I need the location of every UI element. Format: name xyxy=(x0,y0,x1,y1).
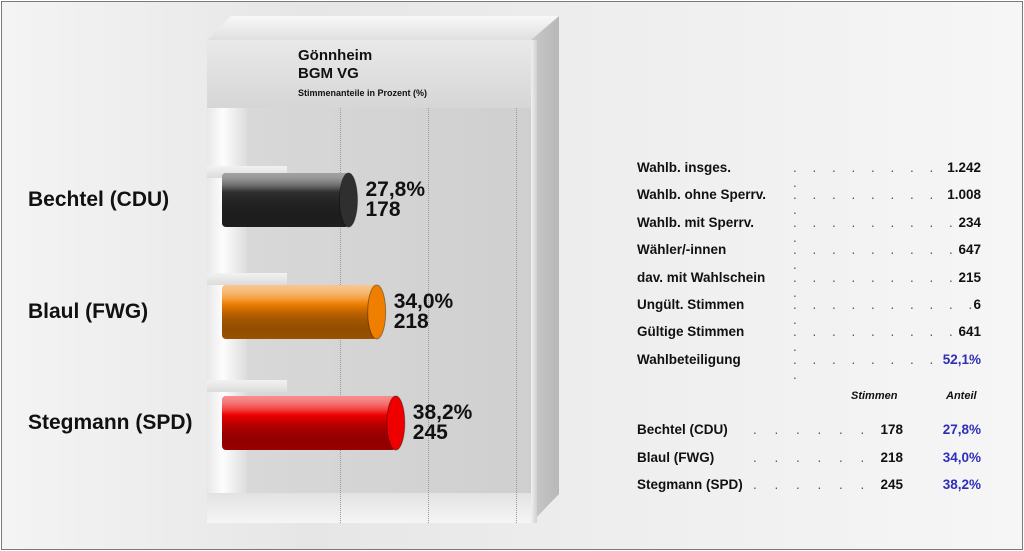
candidate-name: Blaul (FWG) xyxy=(637,450,715,465)
chart-box-top xyxy=(207,16,559,40)
votes-label: 245 xyxy=(412,421,448,444)
stats-label: Ungült. Stimmen xyxy=(637,296,745,312)
stats-row: Gültige Stimmen . . . . . . . . . . . 641 xyxy=(637,320,981,354)
leader-dots: . . . . . . . . . . . xyxy=(793,214,979,245)
category-label: Stegmann (SPD) xyxy=(28,411,193,434)
candidate-votes: 245 xyxy=(880,477,903,492)
stats-row: Wahlb. insges. . . . . . . . . . . . 1.242 xyxy=(637,156,981,190)
stats-label: dav. mit Wahlschein xyxy=(637,269,766,285)
bar-cap-1 xyxy=(367,284,387,340)
leader-dots: . . . . . . . . . . . xyxy=(793,242,979,273)
stats-row: Wahlb. ohne Sperrv. . . . . . . . . . . .… xyxy=(637,183,981,217)
chart-box-edge xyxy=(531,40,537,523)
stats-label: Wahlb. ohne Sperrv. xyxy=(637,187,767,203)
bar-cap-0 xyxy=(338,172,358,228)
results-row: Stegmann (SPD) . . . . . . 245 38,2% xyxy=(637,477,981,504)
candidate-votes: 218 xyxy=(880,450,903,465)
results-row: Blaul (FWG) . . . . . . 218 34,0% xyxy=(637,450,981,477)
stats-value: 1.242 xyxy=(947,160,981,175)
candidate-share: 34,0% xyxy=(942,450,981,465)
leader-dots: . . . . . . . . . . . xyxy=(793,296,979,327)
stats-value: 52,1% xyxy=(942,351,981,367)
stats-label: Wahlb. mit Sperrv. xyxy=(637,214,755,230)
leader-dots: . . . . . . xyxy=(753,422,872,437)
leader-dots: . . . . . . . . . . . xyxy=(793,269,979,300)
stats-value: 234 xyxy=(958,214,981,230)
chart-title-line2: BGM VG xyxy=(298,65,359,82)
bar-shading-0 xyxy=(222,173,349,227)
leader-dots: . . . . . . . . . . . xyxy=(793,160,979,190)
stats-label: Gültige Stimmen xyxy=(637,324,745,340)
bar-value-label: 38,2% 245 xyxy=(412,401,473,444)
percent-label: 34,0% xyxy=(393,290,454,313)
votes-label: 218 xyxy=(393,310,429,333)
candidate-votes: 178 xyxy=(880,422,903,437)
bar-shelf xyxy=(207,273,287,285)
results-header-stimmen: Stimmen xyxy=(851,390,898,402)
stats-label: Wähler/-innen xyxy=(637,242,727,258)
chart-floor xyxy=(207,493,537,523)
leader-dots: . . . . . . . . . . . xyxy=(793,187,979,218)
stats-value: 6 xyxy=(973,296,981,312)
results-header-anteil: Anteil xyxy=(946,390,977,402)
candidate-name: Bechtel (CDU) xyxy=(637,422,728,437)
bar-shading-1 xyxy=(222,285,377,339)
bar-value-label: 27,8% 178 xyxy=(365,178,426,221)
stats-value: 1.008 xyxy=(947,187,981,203)
gridline xyxy=(516,108,517,523)
percent-label: 38,2% xyxy=(412,401,473,424)
candidate-share: 38,2% xyxy=(942,477,981,492)
leader-dots: . . . . . . xyxy=(753,477,872,492)
votes-label: 178 xyxy=(365,198,401,221)
chart-header-panel xyxy=(207,40,531,108)
candidate-name: Stegmann (SPD) xyxy=(637,477,743,492)
stats-label: Wahlb. insges. xyxy=(637,160,732,175)
chart-title: Gönnheim BGM VG xyxy=(298,47,372,83)
results-row: Bechtel (CDU) . . . . . . 178 27,8% xyxy=(637,422,981,449)
candidate-share: 27,8% xyxy=(942,422,981,437)
leader-dots: . . . . . . . . . . . xyxy=(793,324,979,355)
chart-subtitle: Stimmenanteile in Prozent (%) xyxy=(298,88,428,98)
category-label: Bechtel (CDU) xyxy=(28,188,170,211)
stats-row: Wähler/-innen . . . . . . . . . . . 647 xyxy=(637,238,981,272)
bar-shelf xyxy=(207,380,287,392)
bar-cap-2 xyxy=(386,395,406,451)
stats-row: Wahlbeteiligung . . . . . . . . . . . 52,1… xyxy=(637,348,981,382)
stats-table: Wahlb. insges.. . . . . . . . . . . 1.242… xyxy=(637,156,981,382)
stats-row: Ungült. Stimmen . . . . . . . . . . .6 xyxy=(637,293,981,327)
leader-dots: . . . . . . xyxy=(753,450,872,465)
stats-row: dav. mit Wahlschein . . . . . . . . . . .… xyxy=(637,266,981,300)
bar-shading-2 xyxy=(222,396,396,450)
bar-value-label: 34,0% 218 xyxy=(393,290,454,333)
stats-label: Wahlbeteiligung xyxy=(637,351,741,367)
stats-value: 647 xyxy=(958,242,981,258)
stats-value: 641 xyxy=(958,324,981,340)
leader-dots: . . . . . . . . . . . xyxy=(793,351,979,382)
category-label: Blaul (FWG) xyxy=(28,300,149,323)
chart-title-line1: Gönnheim xyxy=(298,47,373,64)
percent-label: 27,8% xyxy=(365,178,426,201)
stats-row: Wahlb. mit Sperrv. . . . . . . . . . . .2… xyxy=(637,211,981,245)
stats-value: 215 xyxy=(958,269,981,285)
gridline xyxy=(428,108,429,523)
